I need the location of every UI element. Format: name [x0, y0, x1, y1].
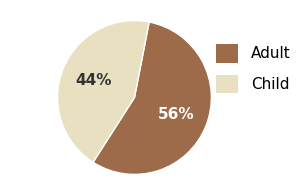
Wedge shape [58, 21, 149, 162]
Wedge shape [93, 22, 212, 174]
Legend: Adult, Child: Adult, Child [209, 38, 296, 99]
Text: 56%: 56% [158, 106, 194, 121]
Text: 44%: 44% [75, 74, 111, 89]
